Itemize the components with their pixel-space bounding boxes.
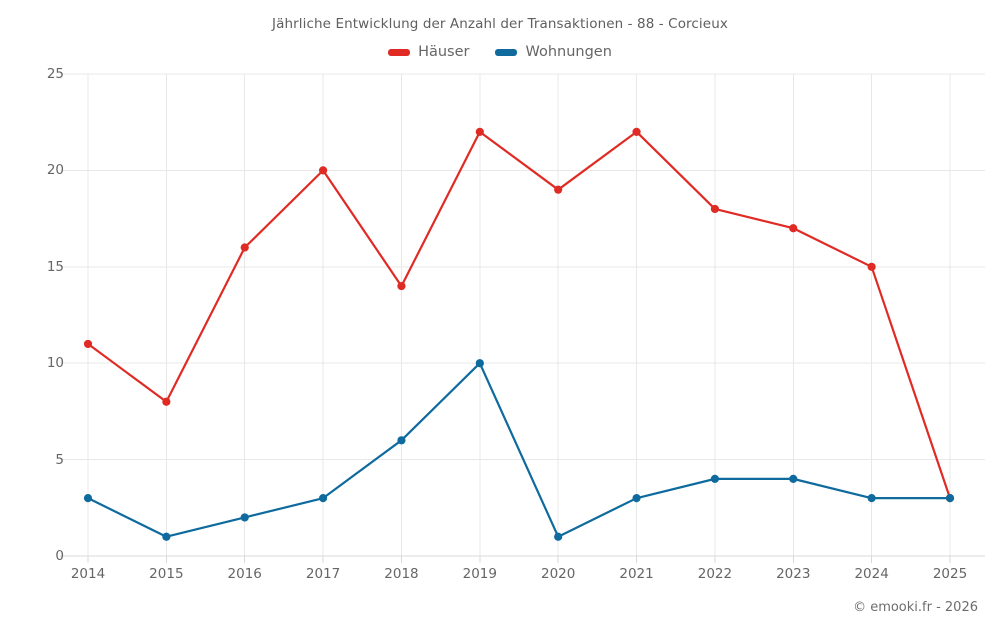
data-point-marker[interactable] — [632, 494, 641, 503]
x-axis-tick-label: 2020 — [540, 566, 576, 582]
x-axis-tick-label: 2015 — [149, 566, 184, 582]
data-point-marker[interactable] — [475, 359, 484, 368]
data-point-marker[interactable] — [162, 532, 171, 541]
footer-credit: © emooki.fr - 2026 — [853, 600, 978, 615]
data-point-marker[interactable] — [397, 436, 406, 445]
data-point-marker[interactable] — [240, 513, 249, 522]
x-axis-tick-label: 2017 — [305, 566, 341, 582]
data-point-marker[interactable] — [867, 494, 876, 503]
x-axis-tick-label: 2021 — [619, 566, 654, 582]
data-point-marker[interactable] — [318, 166, 328, 175]
data-point-marker[interactable] — [83, 339, 93, 349]
y-axis-tick-label: 20 — [46, 162, 64, 179]
legend-label-hauser: Häuser — [418, 44, 470, 60]
grid-lines — [60, 73, 985, 557]
data-point-marker[interactable] — [475, 127, 484, 136]
series-line-0 — [86, 130, 952, 500]
x-axis-tick-label: 2019 — [462, 566, 497, 582]
y-axis-tick-label: 0 — [55, 548, 64, 564]
legend-label-wohnungen: Wohnungen — [525, 44, 612, 60]
series-line-1 — [86, 362, 952, 538]
data-point-marker[interactable] — [397, 281, 406, 291]
data-point-marker[interactable] — [554, 532, 563, 541]
legend-item-hauser[interactable]: Häuser — [388, 44, 469, 60]
data-point-marker[interactable] — [710, 474, 720, 483]
x-axis-tick-label: 2016 — [227, 566, 262, 582]
x-axis-tick-label: 2023 — [776, 566, 811, 582]
data-point-marker[interactable] — [789, 474, 798, 483]
data-point-marker[interactable] — [710, 204, 720, 214]
y-axis-tick-label: 15 — [46, 258, 64, 275]
y-axis-tick-label: 10 — [46, 355, 64, 372]
data-point-marker[interactable] — [554, 185, 563, 194]
y-axis-tick-label: 5 — [55, 451, 64, 468]
data-series-layer — [83, 127, 955, 541]
data-point-marker[interactable] — [867, 262, 876, 271]
legend-swatch-hauser — [388, 48, 411, 56]
legend-swatch-wohnungen — [495, 48, 518, 56]
x-axis-tick-label: 2025 — [932, 566, 968, 582]
data-point-marker[interactable] — [318, 494, 328, 503]
data-point-marker[interactable] — [83, 494, 93, 503]
data-point-marker[interactable] — [945, 494, 955, 503]
data-point-marker[interactable] — [162, 397, 171, 406]
x-axis-tick-label: 2018 — [384, 566, 419, 582]
y-axis-tick-label: 25 — [46, 66, 64, 82]
legend-item-wohnungen[interactable]: Wohnungen — [495, 44, 612, 60]
axis-lines — [60, 555, 985, 563]
data-point-marker[interactable] — [789, 224, 798, 233]
chart-legend: Häuser Wohnungen — [0, 44, 1000, 60]
x-axis-tick-label: 2024 — [854, 566, 889, 582]
y-axis-tick-labels: 0 5 10 15 20 25 — [0, 0, 64, 625]
data-point-marker[interactable] — [240, 243, 249, 252]
x-axis-tick-label: 2014 — [70, 566, 106, 582]
data-point-marker[interactable] — [632, 127, 641, 136]
chart-title: Jährliche Entwicklung der Anzahl der Tra… — [272, 16, 728, 32]
x-axis-tick-label: 2022 — [697, 566, 733, 582]
